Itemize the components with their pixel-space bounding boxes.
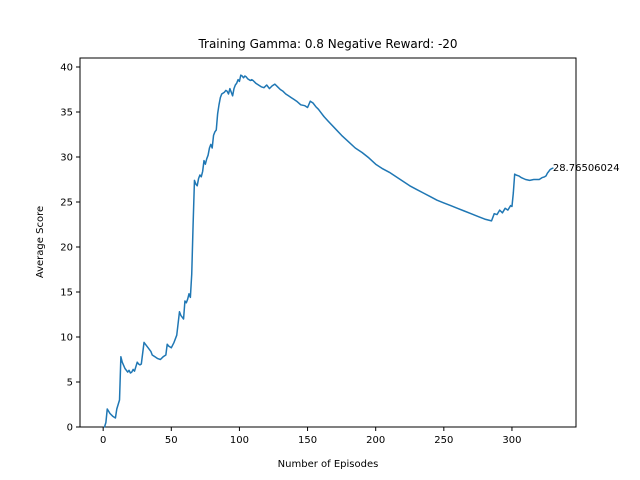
y-tick-label-3: 15 <box>60 288 73 299</box>
x-tick-label-5: 250 <box>434 435 453 446</box>
y-axis-label: Average Score <box>35 206 46 278</box>
y-tick-label-7: 35 <box>60 108 73 119</box>
y-tick-label-6: 30 <box>60 153 73 164</box>
x-tick-label-0: 0 <box>100 435 106 446</box>
y-axis-ticks: 0 5 10 15 20 25 30 35 40 <box>60 63 80 434</box>
y-tick-label-0: 0 <box>67 423 73 434</box>
y-tick-label-1: 5 <box>67 378 73 389</box>
plot-area <box>79 57 577 428</box>
x-tick-label-3: 150 <box>298 435 317 446</box>
plot-frame <box>79 57 577 428</box>
x-axis-ticks: 0 50 100 150 200 250 300 <box>100 427 522 446</box>
y-tick-label-4: 20 <box>60 243 73 254</box>
y-tick-label-8: 40 <box>60 63 73 74</box>
x-tick-label-6: 300 <box>502 435 521 446</box>
x-tick-label-2: 100 <box>230 435 249 446</box>
y-tick-label-5: 25 <box>60 198 73 209</box>
x-axis-label: Number of Episodes <box>278 459 379 470</box>
y-tick-label-2: 10 <box>60 333 73 344</box>
x-tick-label-4: 200 <box>366 435 385 446</box>
final-value-annotation: 28.76506024 <box>553 163 620 174</box>
x-tick-label-1: 50 <box>165 435 178 446</box>
series-line <box>103 74 554 428</box>
chart-title: Training Gamma: 0.8 Negative Reward: -20 <box>197 37 457 51</box>
